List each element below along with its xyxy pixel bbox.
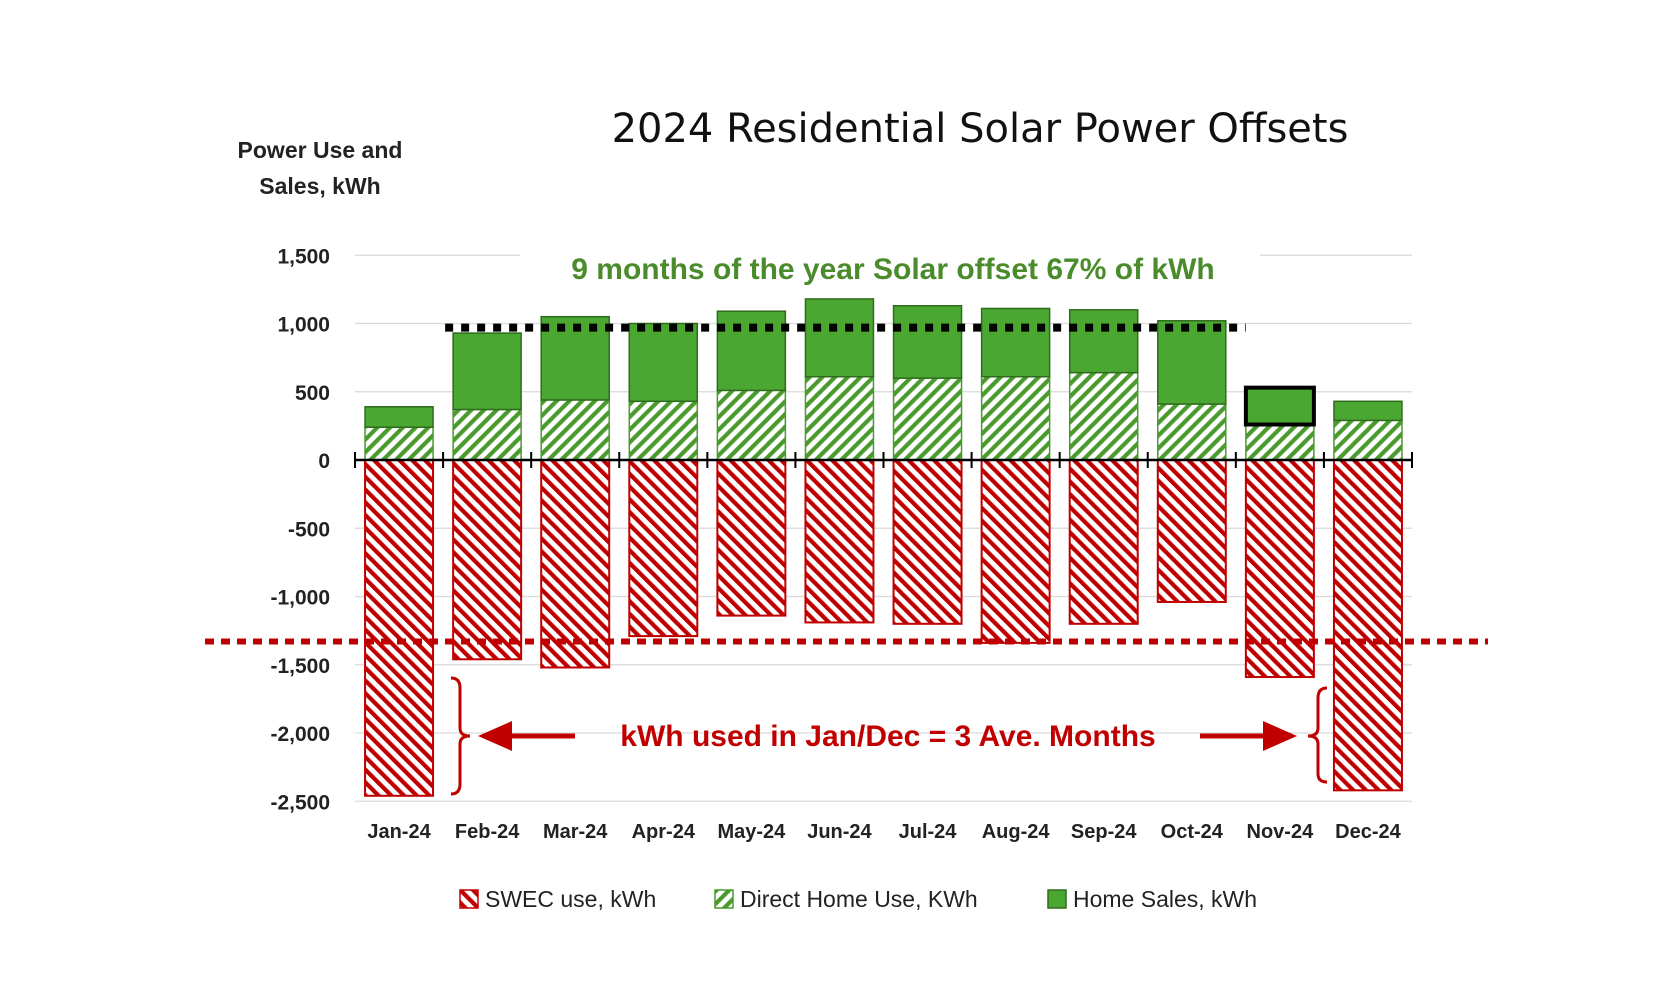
bar-home-sales bbox=[452, 332, 522, 411]
x-tick-label: Oct-24 bbox=[1161, 821, 1224, 843]
bar-direct-home-use bbox=[628, 400, 699, 461]
bar-home-sales bbox=[364, 406, 434, 428]
bar-direct-home-use bbox=[716, 389, 787, 461]
arrow-left-head bbox=[478, 721, 512, 751]
bar-direct-home-use bbox=[804, 375, 875, 461]
bar-home-sales bbox=[628, 322, 699, 403]
y-tick-label: -500 bbox=[288, 518, 330, 541]
y-axis-title: Power Use and bbox=[238, 137, 403, 163]
bar-direct-home-use bbox=[1333, 419, 1403, 461]
bar-direct-home-use bbox=[1245, 423, 1315, 461]
bar-direct-home-use bbox=[1157, 403, 1227, 461]
x-tick-label: May-24 bbox=[717, 821, 786, 843]
bar-home-sales bbox=[1068, 309, 1139, 374]
x-tick-label: Feb-24 bbox=[455, 821, 520, 843]
bar-swec-use bbox=[804, 459, 875, 624]
legend-swatch bbox=[459, 889, 479, 909]
chart-title: 2024 Residential Solar Power Offsets bbox=[612, 106, 1349, 152]
y-tick-label: 0 bbox=[318, 450, 330, 473]
annotations: 2024 Residential Solar Power Offsets 9 mo… bbox=[205, 106, 1488, 796]
bar-direct-home-use bbox=[980, 375, 1051, 461]
x-tick-label: Apr-24 bbox=[632, 821, 696, 843]
bar-home-sales bbox=[1243, 385, 1316, 427]
bar-swec-use bbox=[540, 459, 611, 669]
bar-swec-use bbox=[1068, 459, 1139, 625]
bar-home-sales bbox=[892, 305, 963, 379]
bar-swec-use bbox=[364, 459, 435, 797]
x-tick-label: Nov-24 bbox=[1247, 821, 1315, 843]
y-tick-label: 1,500 bbox=[277, 245, 330, 268]
bar-home-sales bbox=[540, 315, 610, 401]
bar-direct-home-use bbox=[364, 426, 434, 461]
x-tick-label: Sep-24 bbox=[1071, 821, 1137, 843]
arrow-right-head bbox=[1263, 721, 1297, 751]
y-tick-label: -1,000 bbox=[270, 587, 330, 610]
legend-item: Direct Home Use, KWh bbox=[714, 886, 978, 912]
gridlines bbox=[355, 254, 1412, 802]
axes: 1,500 1,000 500 0 -500 -1,000 -1,500 -2,000 -2,5… bbox=[238, 137, 1413, 843]
x-tick-label: Jun-24 bbox=[807, 821, 872, 843]
annotation-backdrop bbox=[520, 248, 1260, 290]
y-tick-label: 500 bbox=[295, 382, 330, 405]
bar-home-sales bbox=[980, 307, 1051, 378]
bar-swec-use bbox=[1156, 459, 1227, 603]
bar-swec-use bbox=[716, 459, 787, 617]
bar-direct-home-use bbox=[452, 408, 522, 461]
bar-home-sales bbox=[716, 310, 787, 392]
legend-label: Direct Home Use, KWh bbox=[740, 886, 978, 912]
x-tick-label: Jul-24 bbox=[899, 821, 958, 843]
legend-label: SWEC use, kWh bbox=[485, 886, 656, 912]
y-tick-label: -1,500 bbox=[270, 655, 330, 678]
legend-swatch bbox=[714, 889, 734, 909]
bar-home-sales bbox=[804, 298, 875, 378]
bar-swec-use bbox=[892, 459, 963, 625]
bar-swec-use bbox=[980, 459, 1051, 644]
x-tick-label: Mar-24 bbox=[543, 821, 608, 843]
y-tick-label: -2,500 bbox=[270, 791, 330, 814]
x-tick-label: Aug-24 bbox=[982, 821, 1051, 843]
legend-item: SWEC use, kWh bbox=[459, 886, 656, 912]
bar-home-sales bbox=[1157, 320, 1227, 405]
bracket-right bbox=[1307, 686, 1328, 784]
bar-swec-use bbox=[452, 459, 523, 661]
bar-swec-use bbox=[1332, 459, 1403, 792]
x-tick-label: Jan-24 bbox=[367, 821, 431, 843]
y-tick-label: 1,000 bbox=[277, 314, 330, 337]
annotation-green: 9 months of the year Solar offset 67% of… bbox=[571, 253, 1214, 286]
bracket-left bbox=[450, 676, 471, 796]
annotation-red: kWh used in Jan/Dec = 3 Ave. Months bbox=[620, 720, 1155, 753]
legend: SWEC use, kWh Direct Home Use, KWh Home Sa… bbox=[459, 886, 1257, 912]
legend-item: Home Sales, kWh bbox=[1047, 886, 1257, 912]
bar-swec-use bbox=[628, 459, 699, 638]
legend-swatch bbox=[1047, 889, 1067, 909]
legend-label: Home Sales, kWh bbox=[1073, 886, 1257, 912]
x-tick-label: Dec-24 bbox=[1335, 821, 1401, 843]
y-tick-label: -2,000 bbox=[270, 723, 330, 746]
bar-home-sales bbox=[1333, 400, 1403, 422]
bar-direct-home-use bbox=[540, 399, 610, 461]
y-axis-title: Sales, kWh bbox=[259, 173, 380, 199]
bar-direct-home-use bbox=[1068, 371, 1139, 461]
bar-direct-home-use bbox=[892, 377, 963, 461]
